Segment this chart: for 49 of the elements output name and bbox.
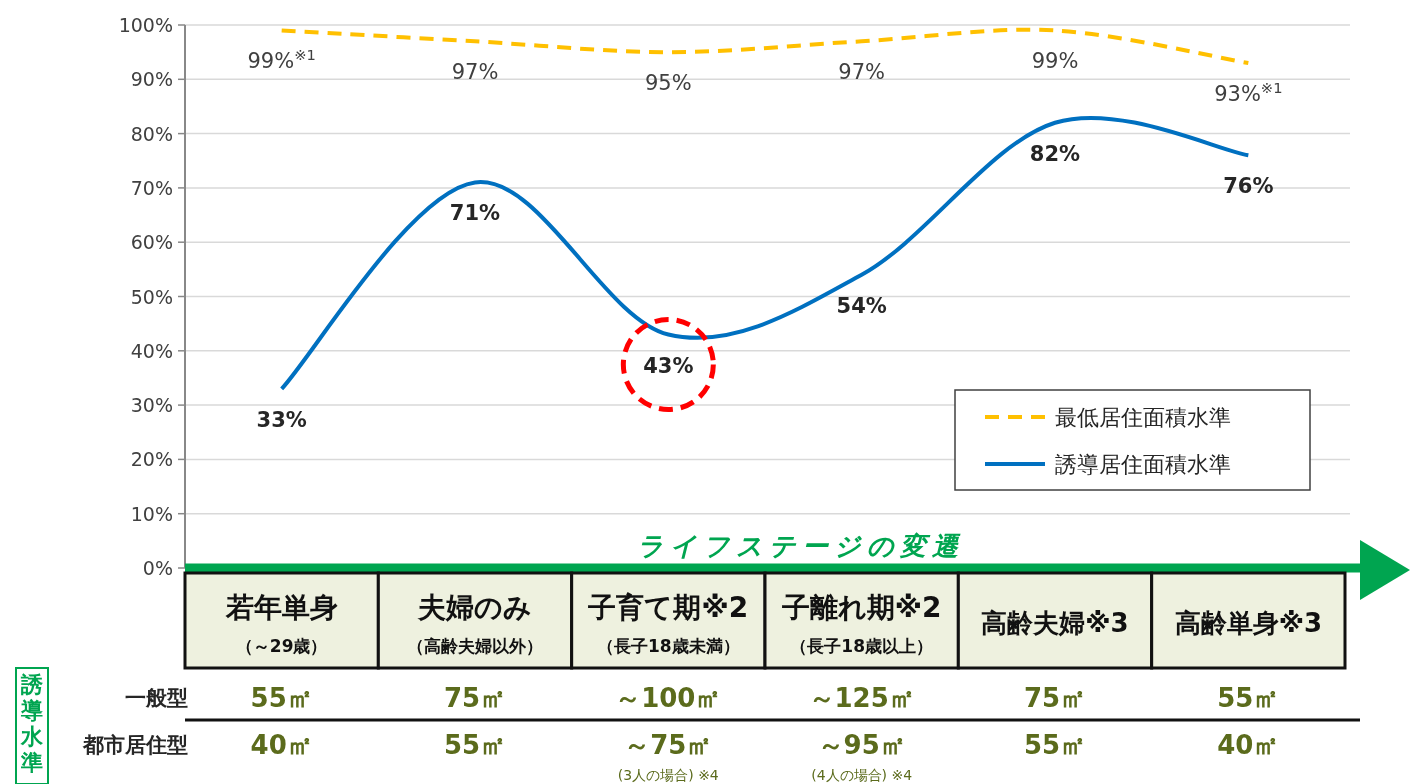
data-label: 82% xyxy=(1029,141,1081,166)
text: ～95㎡ xyxy=(817,730,906,760)
text: 75㎡ xyxy=(1023,683,1087,713)
y-tick-label: 80% xyxy=(130,122,173,145)
data-label: 99% xyxy=(1031,49,1079,74)
text: 75㎡ xyxy=(443,683,507,713)
x-tick-label: 子離れ期※2（長子18歳以上） xyxy=(780,591,942,656)
y-tick-label: 10% xyxy=(130,502,173,525)
data-label: 97% xyxy=(838,60,886,85)
text: (3人の場合) ※4 xyxy=(617,767,719,783)
y-tick-label: 70% xyxy=(130,176,173,199)
data-label: 33% xyxy=(256,407,307,432)
text: (4人の場合) ※4 xyxy=(811,767,913,783)
data-label: 54% xyxy=(836,293,887,318)
y-tick-label: 20% xyxy=(130,448,173,471)
text: 55㎡ xyxy=(443,730,507,760)
x-tick-label: 高齢夫婦※3 xyxy=(981,608,1129,638)
text: 都市居住型 xyxy=(82,733,188,757)
text: 55㎡ xyxy=(250,683,313,713)
y-tick-label: 100% xyxy=(118,14,173,36)
annotation: ライフステージの変遷 xyxy=(636,531,964,561)
text: 55㎡ xyxy=(1023,730,1087,760)
y-tick-label: 90% xyxy=(130,68,173,91)
y-tick-label: 60% xyxy=(130,231,173,254)
annotation: 43% xyxy=(643,353,694,378)
data-label: 76% xyxy=(1223,174,1274,199)
y-tick-label: 0% xyxy=(142,557,173,579)
y-tick-label: 40% xyxy=(130,339,173,362)
text: ～75㎡ xyxy=(624,730,713,760)
data-label: 71% xyxy=(449,201,501,226)
legend-label: 最低居住面積水準 xyxy=(1055,405,1231,430)
data-label: 99%$^{※1}$ xyxy=(247,45,316,74)
y-tick-label: 30% xyxy=(130,394,173,417)
x-tick-label: 若年単身（～29歳） xyxy=(224,591,338,656)
text: 40㎡ xyxy=(250,730,313,760)
text: ～100㎡ xyxy=(615,683,722,713)
text: 誘導水準 xyxy=(20,672,44,775)
x-tick-label: 子育て期※2（長子18歳未満） xyxy=(587,591,749,656)
text: ～125㎡ xyxy=(808,683,915,713)
text: 55㎡ xyxy=(1217,683,1280,713)
data-label: 97% xyxy=(451,60,499,85)
text: 一般型 xyxy=(125,686,188,710)
data-label: 93%$^{※1}$ xyxy=(1214,78,1283,107)
y-tick-label: 50% xyxy=(130,285,173,308)
text: 40㎡ xyxy=(1217,730,1280,760)
legend-label: 誘導居住面積水準 xyxy=(1055,452,1231,477)
data-label: 95% xyxy=(644,71,692,96)
x-tick-label: 夫婦のみ（高齢夫婦以外） xyxy=(407,591,543,656)
x-tick-label: 高齢単身※3 xyxy=(1174,608,1323,638)
